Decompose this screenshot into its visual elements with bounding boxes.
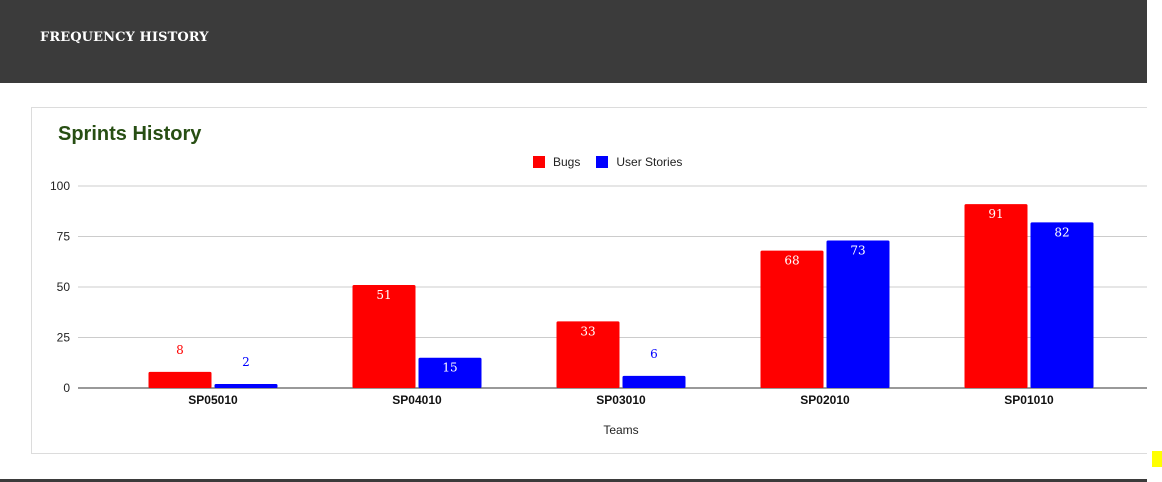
right-edge xyxy=(1147,0,1162,482)
bar xyxy=(964,204,1028,388)
data-label: 6 xyxy=(650,347,658,361)
bar xyxy=(418,357,482,388)
data-label: 51 xyxy=(376,288,391,302)
y-tick-label: 0 xyxy=(63,381,70,395)
page-title: FREQUENCY HISTORY xyxy=(40,30,209,45)
y-tick-label: 75 xyxy=(57,230,71,244)
yellow-marker xyxy=(1152,451,1162,467)
bar xyxy=(214,383,278,388)
legend-item-bugs[interactable]: Bugs xyxy=(533,155,580,169)
bottom-border xyxy=(0,479,1147,482)
data-label: 2 xyxy=(242,355,250,369)
legend-swatch-bugs xyxy=(533,156,545,168)
data-label: 82 xyxy=(1054,225,1069,239)
legend-swatch-user-stories xyxy=(596,156,609,168)
legend-label-user-stories: User Stories xyxy=(616,155,683,169)
x-tick-label: SP01010 xyxy=(1004,393,1054,407)
x-tick-label: SP04010 xyxy=(392,393,442,407)
y-tick-label: 100 xyxy=(50,179,70,193)
data-label: 8 xyxy=(176,343,184,357)
x-tick-label: SP02010 xyxy=(800,393,850,407)
bar xyxy=(760,250,824,388)
data-label: 33 xyxy=(580,324,595,338)
x-tick-label: SP03010 xyxy=(596,393,646,407)
bar xyxy=(1030,222,1094,388)
bar xyxy=(556,321,620,388)
bar xyxy=(352,284,416,388)
bar xyxy=(622,375,686,388)
chart-legend: Bugs User Stories xyxy=(533,154,698,170)
chart-card xyxy=(31,107,1147,454)
y-tick-label: 25 xyxy=(57,331,71,345)
data-label: 15 xyxy=(442,361,457,375)
data-label: 91 xyxy=(988,207,1003,221)
chart-title: Sprints History xyxy=(58,123,202,145)
bar xyxy=(148,371,212,388)
data-label: 73 xyxy=(850,244,865,258)
x-tick-label: SP05010 xyxy=(188,393,238,407)
y-tick-label: 50 xyxy=(57,280,71,294)
header-bar: FREQUENCY HISTORY xyxy=(0,0,1147,83)
legend-item-user-stories[interactable]: User Stories xyxy=(596,155,682,169)
legend-label-bugs: Bugs xyxy=(553,155,581,169)
data-label: 68 xyxy=(784,254,799,268)
bar-chart: 025507510082SP050105115SP04010336SP03010… xyxy=(50,179,1147,437)
x-axis-title: Teams xyxy=(603,423,638,437)
bar xyxy=(826,240,890,388)
